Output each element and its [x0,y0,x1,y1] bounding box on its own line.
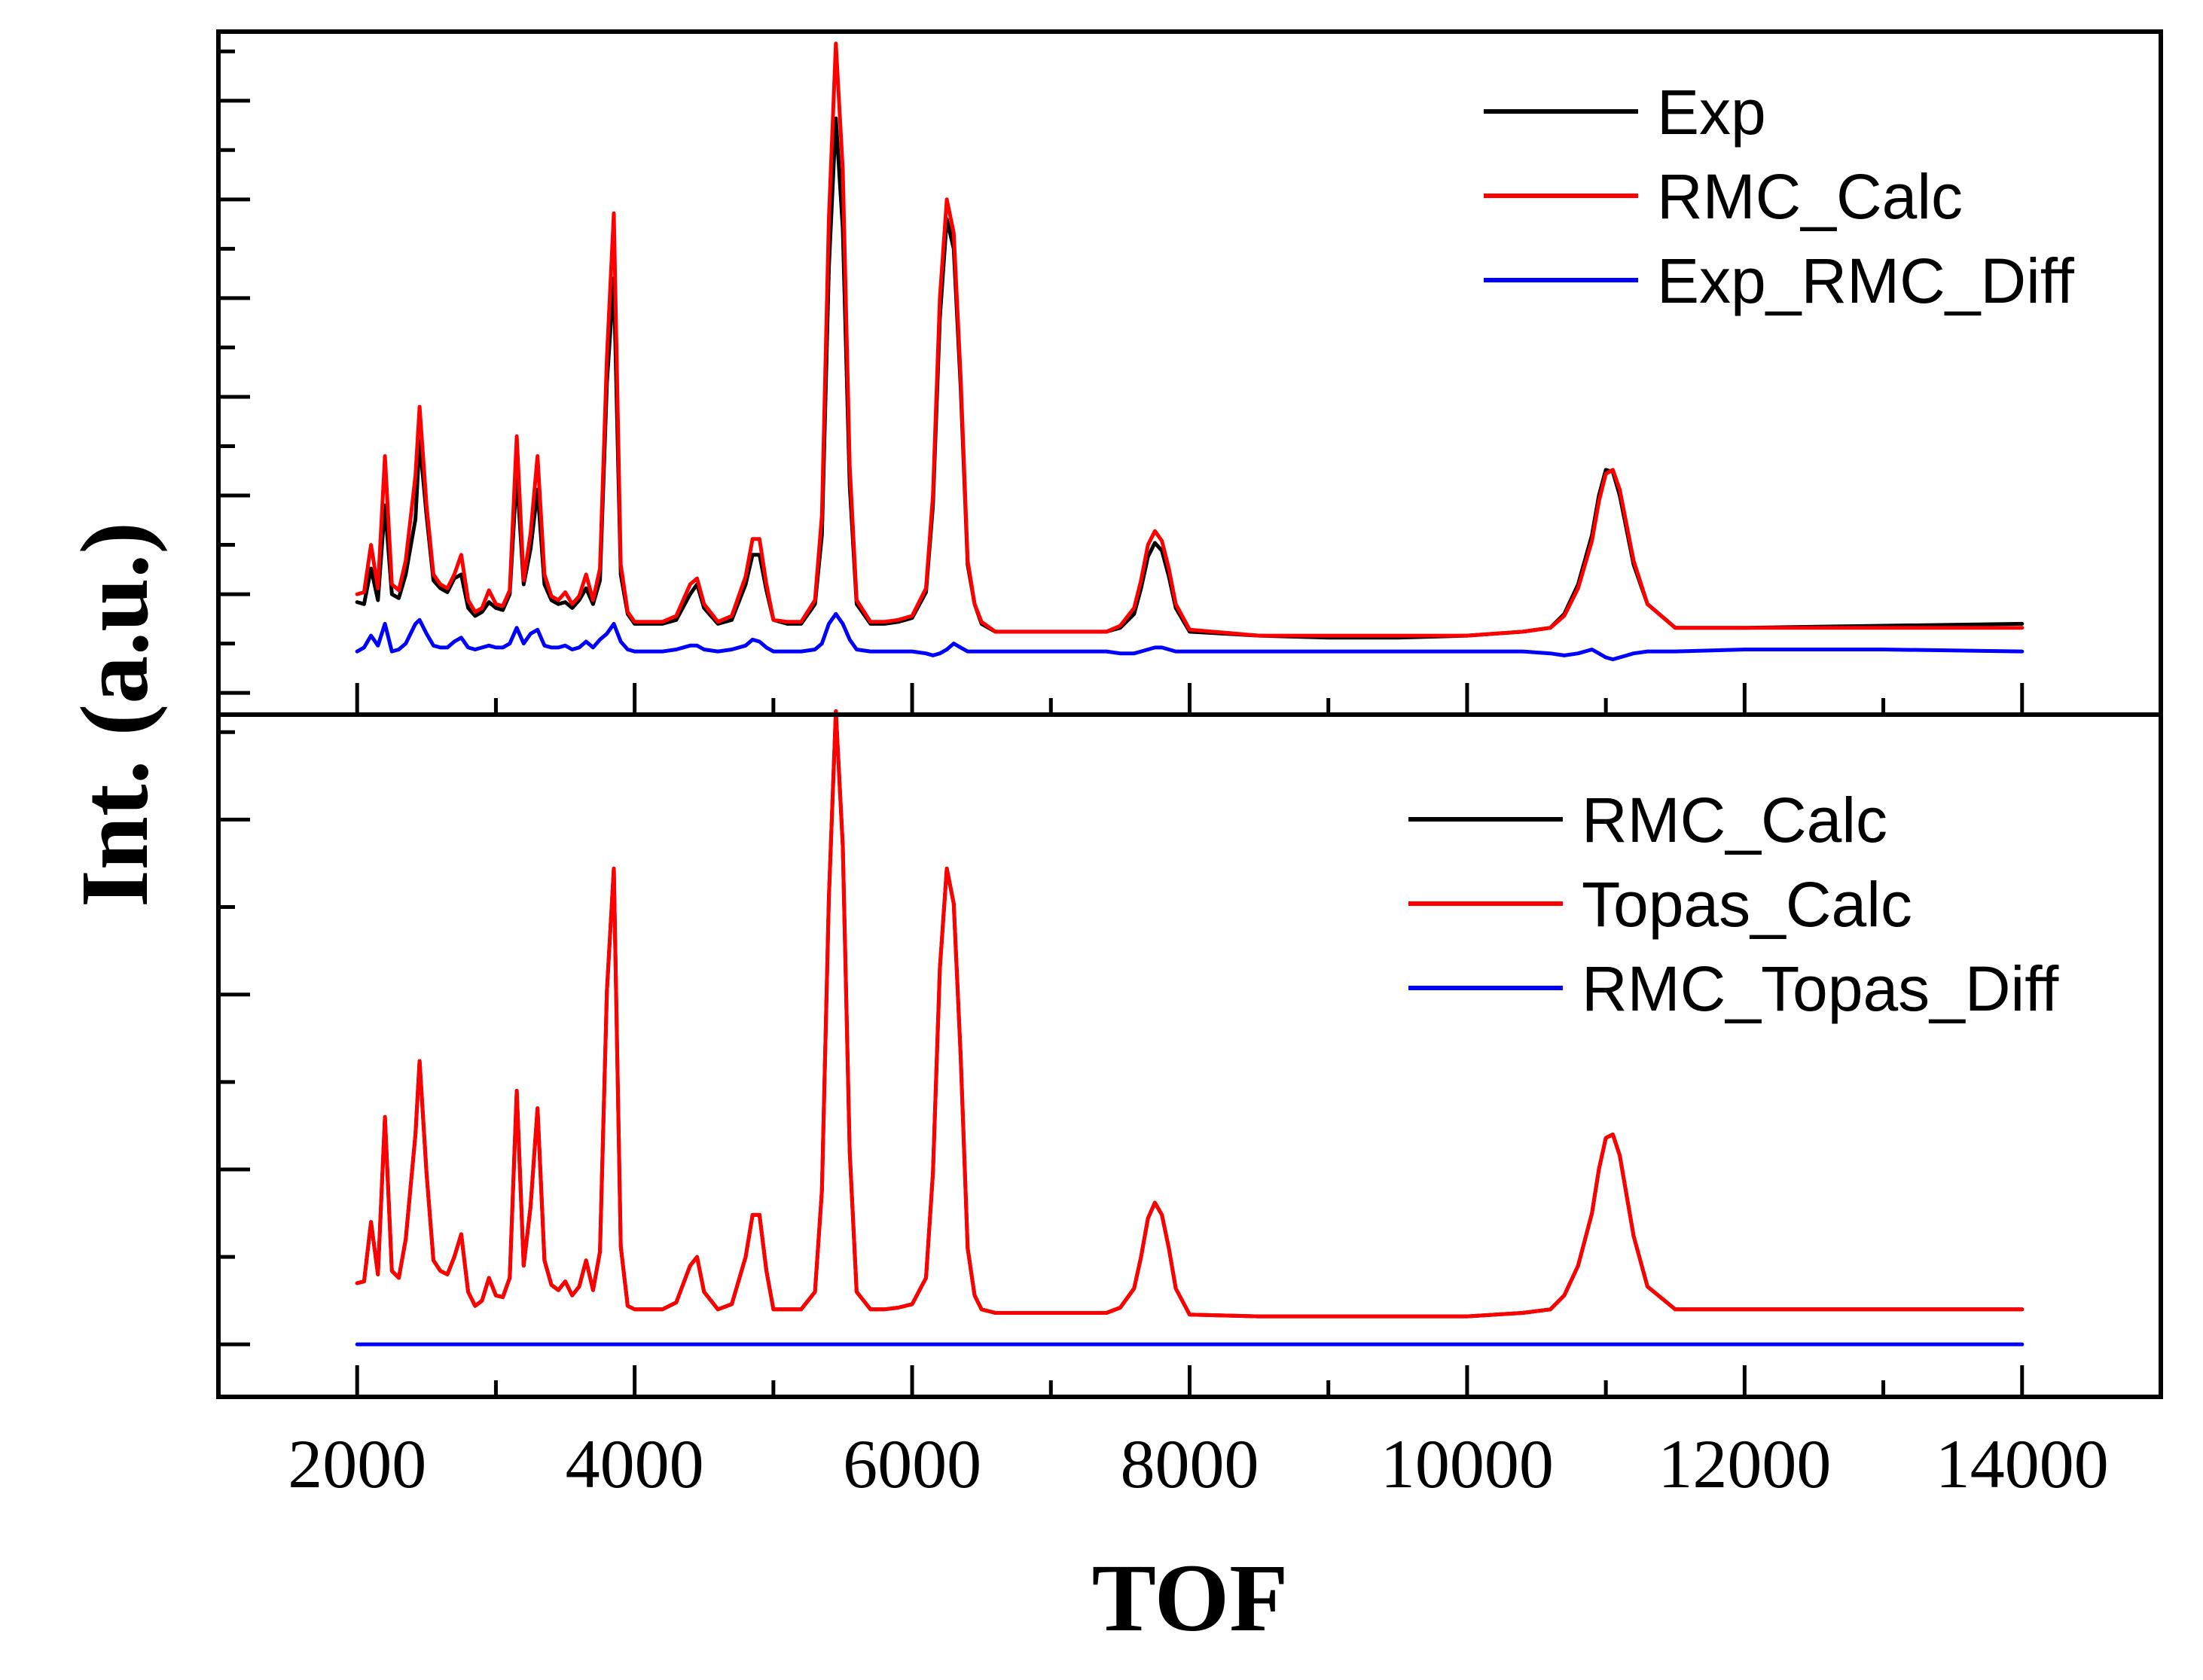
top-legend-label-exp-rmc-diff: Exp_RMC_Diff [1657,245,2075,316]
bottom-legend-label-topas-calc: Topas_Calc [1582,869,1912,940]
y-axis-title: Int. (a.u.) [61,522,168,907]
top-panel: Exp RMC_Calc Exp_RMC_Diff [218,41,2075,715]
x-tick-label: 10000 [1381,1425,1554,1502]
bottom-legend: RMC_Calc Topas_Calc RMC_Topas_Diff [1408,785,2059,1024]
x-tick-label: 14000 [1936,1425,2109,1502]
x-tick-label: 8000 [1121,1425,1259,1502]
top-series-line-exp-rmc-diff [355,611,2025,662]
bottom-legend-label-rmc-calc: RMC_Calc [1582,785,1887,855]
bottom-panel: RMC_Calc Topas_Calc RMC_Topas_Diff 2000 400… [218,709,2109,1502]
top-series-lines [355,41,2025,662]
top-series-line-rmc-calc [355,41,2025,638]
top-legend: Exp RMC_Calc Exp_RMC_Diff [1484,77,2075,316]
x-tick-labels: 2000 4000 6000 8000 10000 12000 14000 [288,1425,2109,1502]
x-tick-label: 12000 [1658,1425,1831,1502]
x-axis-title: TOF [1092,1544,1289,1651]
bottom-series-line-topas-calc [355,709,2025,1319]
bottom-series-lines [355,709,2025,1346]
x-tick-label: 6000 [843,1425,981,1502]
bottom-ticks [218,730,2025,1397]
bottom-legend-label-rmc-topas-diff: RMC_Topas_Diff [1582,953,2059,1024]
top-legend-label-rmc-calc: RMC_Calc [1657,161,1963,232]
x-tick-label: 2000 [288,1425,426,1502]
top-ticks [218,49,2025,715]
x-tick-label: 4000 [566,1425,704,1502]
top-legend-label-exp: Exp [1657,77,1766,148]
